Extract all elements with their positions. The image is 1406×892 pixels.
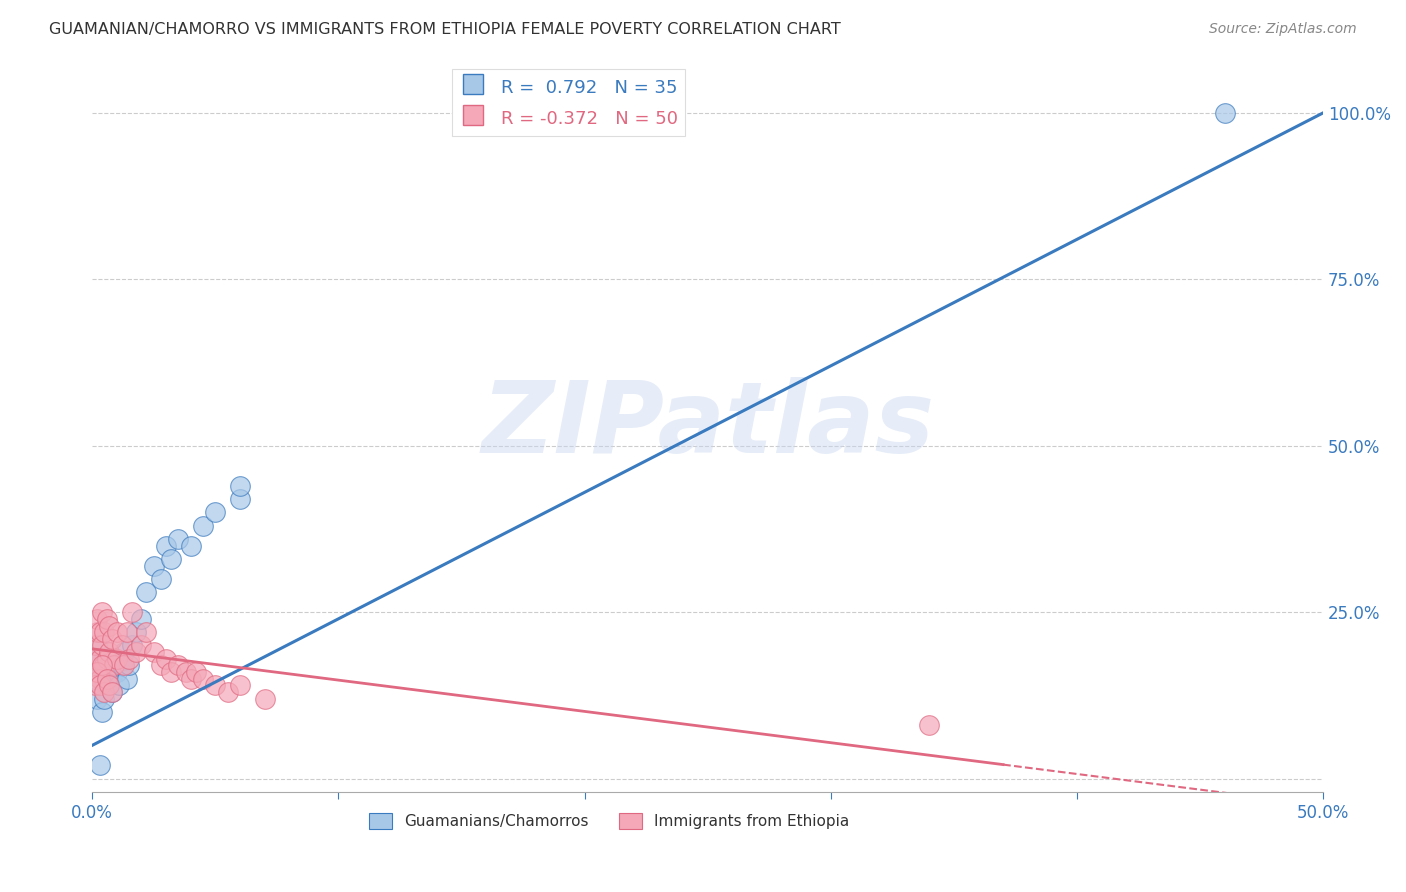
Point [101, 632, 124, 646]
Point [103, 658, 125, 673]
Point [121, 605, 143, 619]
Point [125, 645, 148, 659]
Point [83, 678, 105, 692]
Legend: Guamanians/Chamorros, Immigrants from Ethiopia: Guamanians/Chamorros, Immigrants from Et… [363, 807, 856, 836]
Point [96, 652, 118, 666]
Point [142, 558, 165, 573]
Point [112, 658, 135, 673]
Point [93, 685, 115, 699]
Point [91, 658, 114, 673]
Point [131, 639, 153, 653]
Point [105, 652, 128, 666]
Point [180, 539, 202, 553]
Point [160, 552, 183, 566]
Point [108, 678, 131, 692]
Point [174, 665, 197, 679]
Point [118, 652, 141, 666]
Point [89, 758, 111, 772]
Point [105, 625, 128, 640]
Point [191, 672, 214, 686]
Point [167, 658, 190, 673]
Point [160, 665, 183, 679]
Point [204, 505, 226, 519]
Point [89, 625, 111, 640]
Point [93, 658, 115, 673]
Point [98, 618, 121, 632]
Point [191, 518, 214, 533]
Point [89, 652, 111, 666]
Point [229, 491, 252, 506]
Point [142, 645, 165, 659]
Point [1213, 106, 1236, 120]
Point [150, 658, 173, 673]
Point [91, 605, 114, 619]
Point [83, 672, 105, 686]
Point [112, 645, 135, 659]
Point [96, 612, 118, 626]
Point [98, 645, 121, 659]
Point [229, 479, 252, 493]
Point [89, 672, 111, 686]
Point [86, 625, 108, 640]
Point [89, 672, 111, 686]
Text: ZIPatlas: ZIPatlas [481, 377, 934, 475]
Point [96, 678, 118, 692]
Point [98, 658, 121, 673]
Point [101, 685, 124, 699]
Point [918, 718, 941, 732]
Point [135, 625, 157, 640]
Point [253, 691, 276, 706]
Point [229, 678, 252, 692]
Point [86, 691, 108, 706]
Point [86, 665, 108, 679]
Point [98, 678, 121, 692]
Point [91, 639, 114, 653]
Point [105, 665, 128, 679]
Point [83, 665, 105, 679]
Point [118, 658, 141, 673]
Point [217, 685, 239, 699]
Point [204, 678, 226, 692]
Point [180, 672, 202, 686]
Point [101, 685, 124, 699]
Point [91, 705, 114, 719]
Point [115, 672, 138, 686]
Point [89, 678, 111, 692]
Point [121, 639, 143, 653]
Text: Source: ZipAtlas.com: Source: ZipAtlas.com [1209, 22, 1357, 37]
Point [96, 672, 118, 686]
Point [93, 672, 115, 686]
Point [83, 652, 105, 666]
Point [125, 625, 148, 640]
Point [83, 639, 105, 653]
Point [167, 532, 190, 546]
Point [115, 625, 138, 640]
Point [89, 652, 111, 666]
Point [93, 691, 115, 706]
Point [111, 639, 134, 653]
Point [184, 665, 207, 679]
Point [93, 625, 115, 640]
Point [103, 665, 125, 679]
Point [155, 652, 177, 666]
Text: GUAMANIAN/CHAMORRO VS IMMIGRANTS FROM ETHIOPIA FEMALE POVERTY CORRELATION CHART: GUAMANIAN/CHAMORRO VS IMMIGRANTS FROM ET… [49, 22, 841, 37]
Point [131, 612, 153, 626]
Point [86, 612, 108, 626]
Point [86, 639, 108, 653]
Point [111, 658, 134, 673]
Point [135, 585, 157, 599]
Point [150, 572, 173, 586]
Point [83, 652, 105, 666]
Point [155, 539, 177, 553]
